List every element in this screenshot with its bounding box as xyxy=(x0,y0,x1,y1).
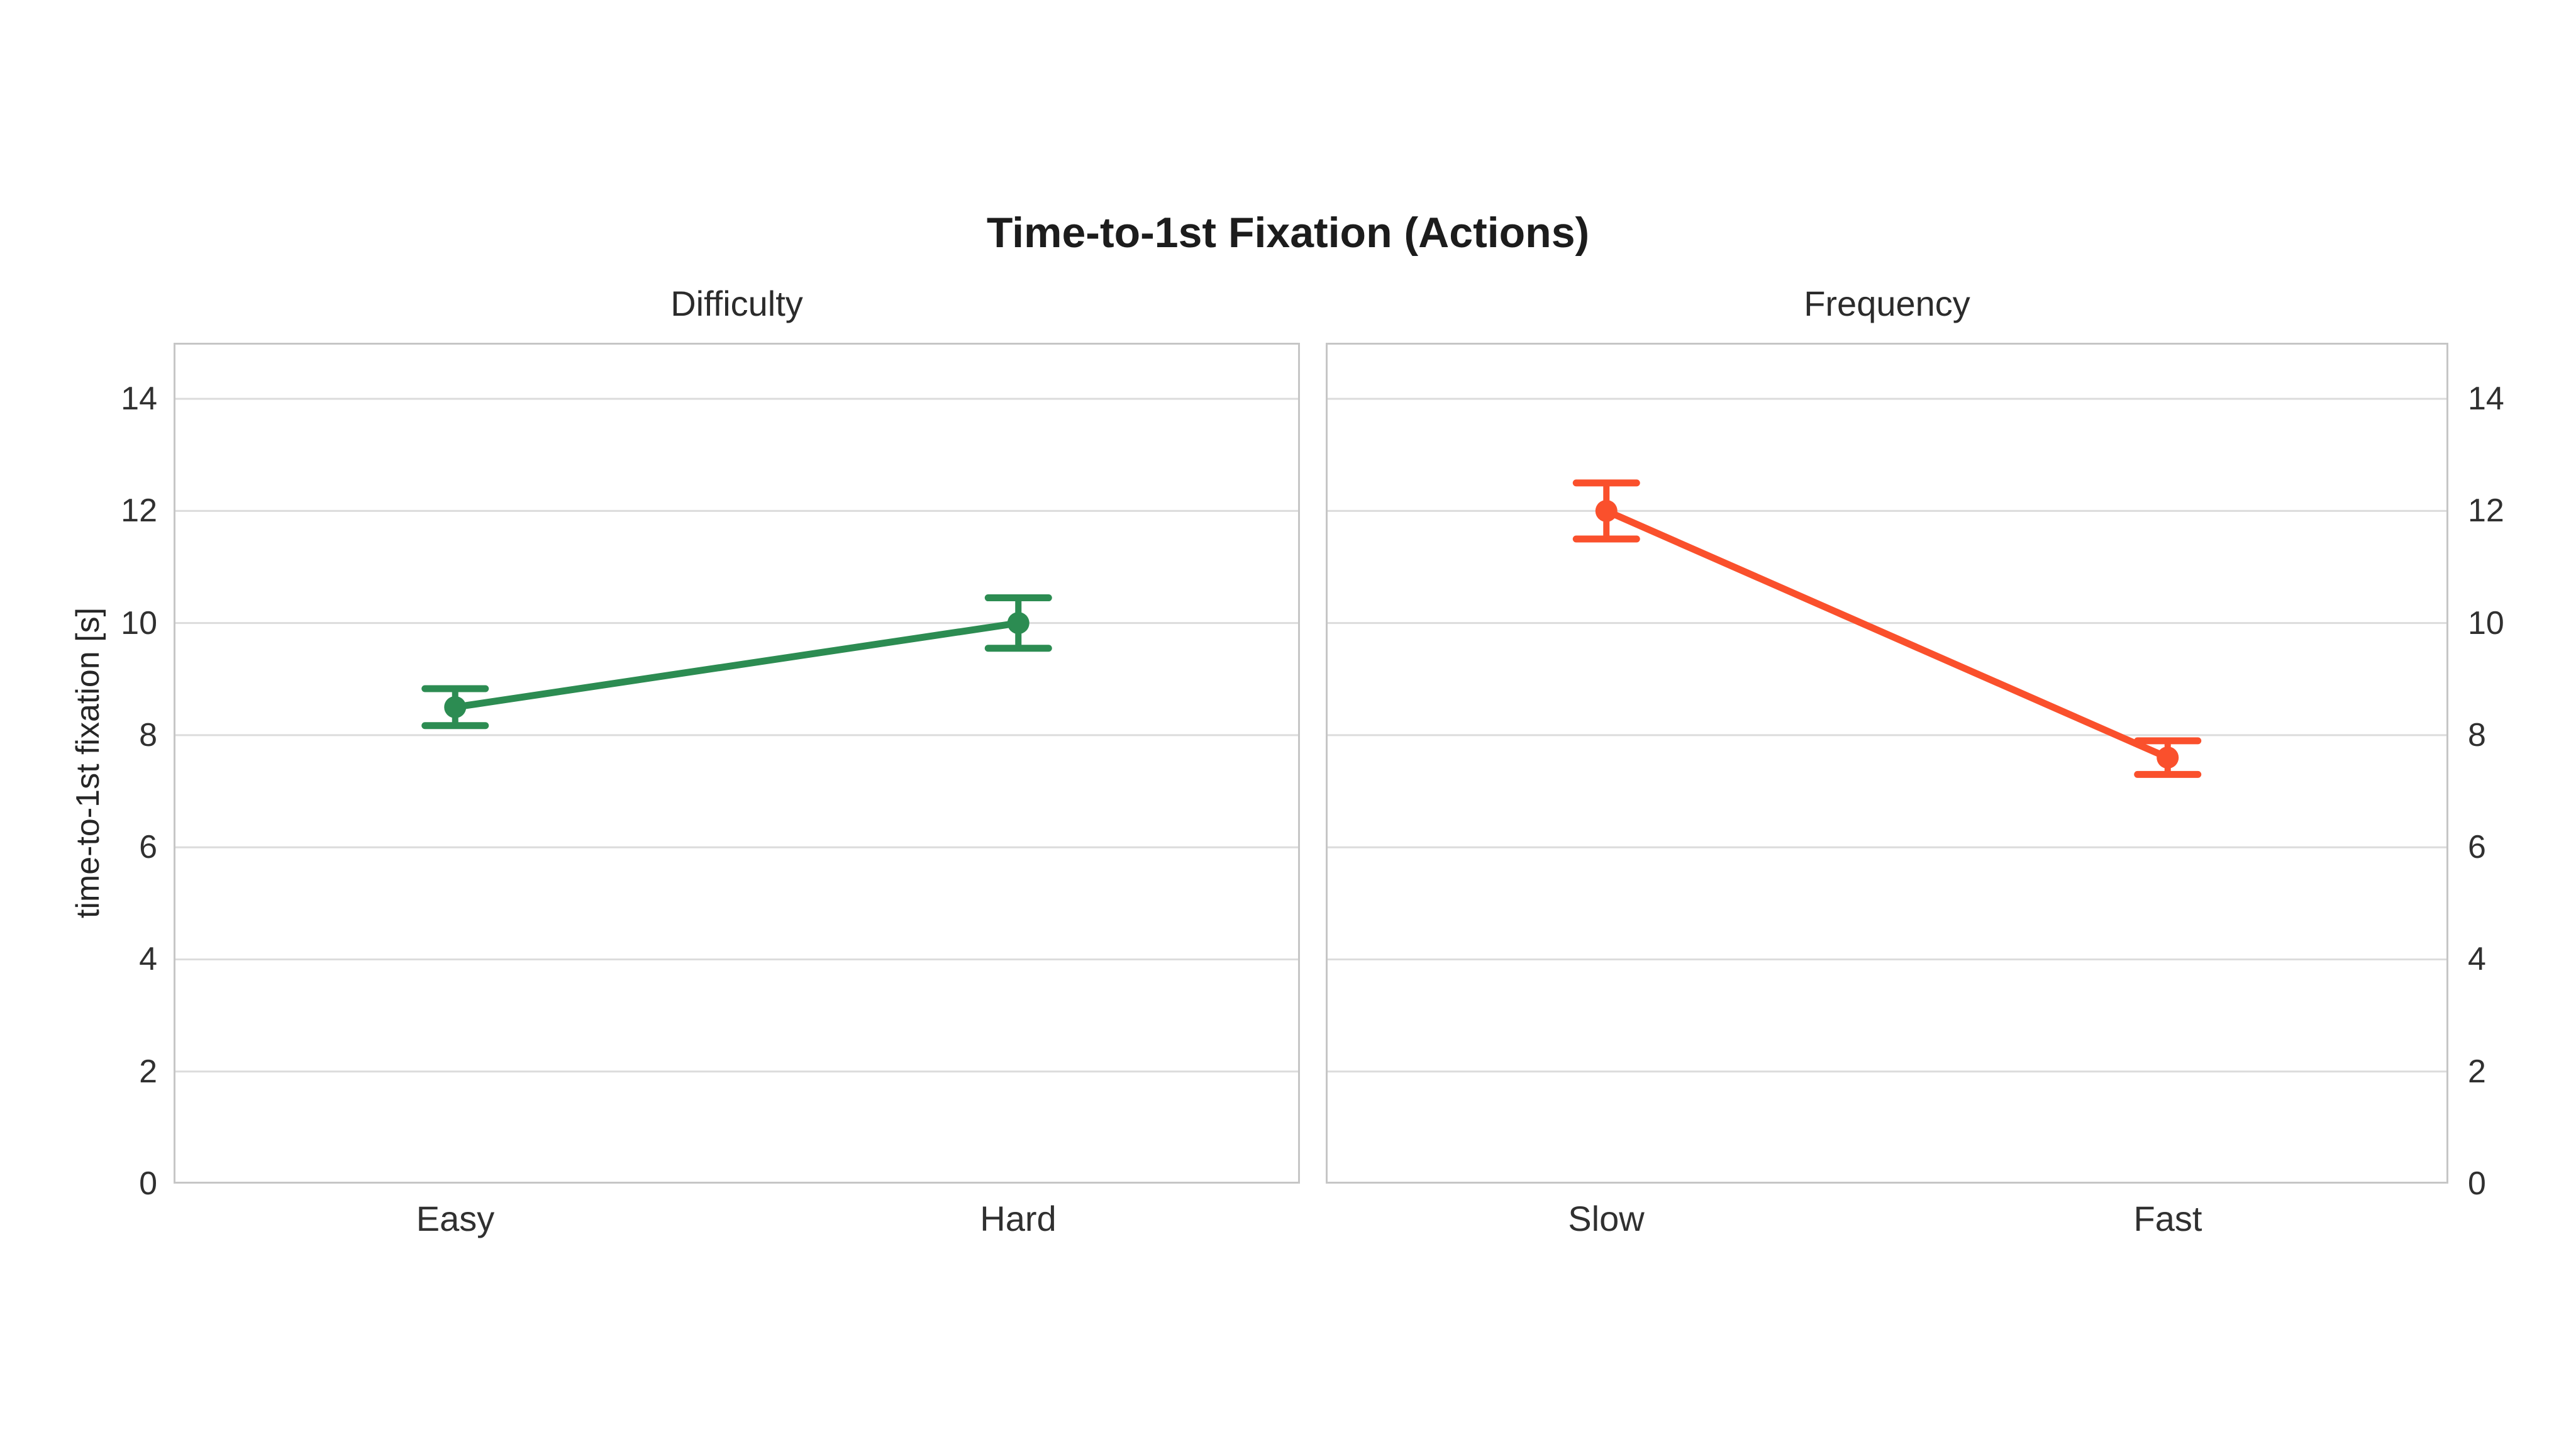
y-tick-label: 14 xyxy=(121,380,157,418)
y-tick-label: 2 xyxy=(139,1053,157,1090)
y-tick-label: 6 xyxy=(2468,829,2486,866)
plot-border xyxy=(174,343,1300,1184)
marker xyxy=(2157,747,2179,769)
y-tick-label: 6 xyxy=(139,829,157,866)
plot-border xyxy=(1326,343,2448,1184)
y-tick-label: 10 xyxy=(2468,604,2504,641)
x-tick-label: Hard xyxy=(980,1199,1057,1238)
y-tick-label: 8 xyxy=(2468,716,2486,753)
marker xyxy=(444,696,467,718)
y-tick-label: 12 xyxy=(121,492,157,530)
plot-area-frequency xyxy=(1326,343,2448,1184)
plot-area-difficulty xyxy=(174,343,1300,1184)
subplot-title-difficulty: Difficulty xyxy=(670,284,803,323)
subplot-canvas xyxy=(174,343,1300,1184)
marker xyxy=(1595,499,1618,522)
y-tick-label: 2 xyxy=(2468,1053,2486,1090)
y-tick-label: 12 xyxy=(2468,492,2504,530)
y-tick-label: 4 xyxy=(139,941,157,978)
page-title: Time-to-1st Fixation (Actions) xyxy=(986,209,1590,257)
y-axis-label: time-to-1st fixation [s] xyxy=(70,607,106,919)
y-tick-label: 0 xyxy=(139,1165,157,1202)
x-tick-label: Fast xyxy=(2133,1199,2202,1238)
marker xyxy=(1007,612,1030,635)
subplot-canvas xyxy=(1326,343,2448,1184)
y-tick-label: 14 xyxy=(2468,380,2504,418)
series-line xyxy=(1602,507,2172,762)
y-tick-label: 8 xyxy=(139,716,157,753)
x-tick-label: Easy xyxy=(416,1199,495,1238)
x-tick-label: Slow xyxy=(1568,1199,1645,1238)
y-tick-label: 4 xyxy=(2468,941,2486,978)
y-tick-label: 0 xyxy=(2468,1165,2486,1202)
subplot-title-frequency: Frequency xyxy=(1804,284,1970,323)
y-tick-label: 10 xyxy=(121,604,157,641)
series-line xyxy=(452,619,1022,711)
